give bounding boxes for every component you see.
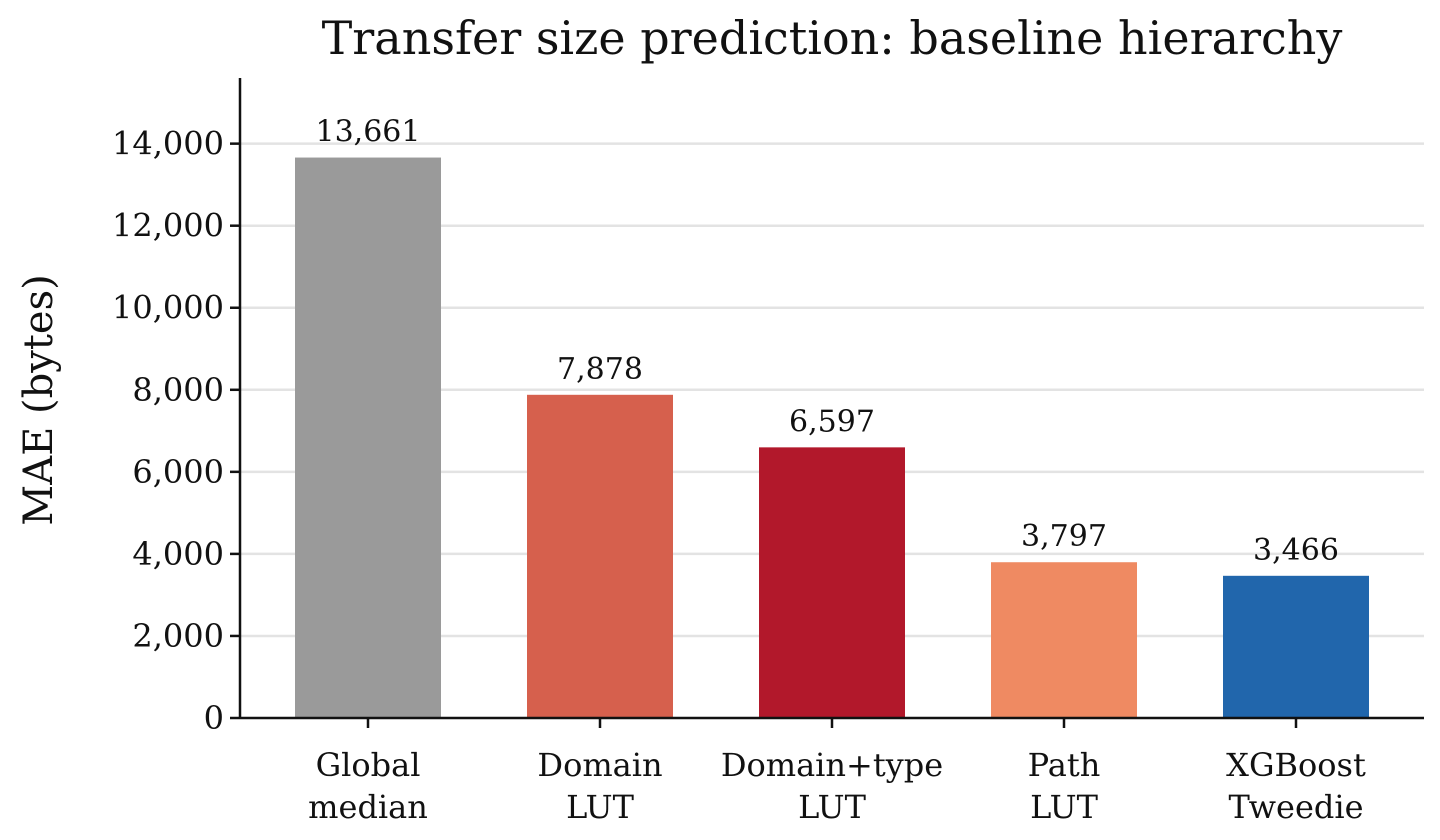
x-tick-label: median — [308, 788, 428, 826]
y-tick-label: 10,000 — [112, 289, 224, 327]
x-tick-label: LUT — [1030, 788, 1098, 826]
bar — [991, 562, 1137, 718]
y-tick-label: 4,000 — [132, 535, 224, 573]
chart-title: Transfer size prediction: baseline hiera… — [322, 11, 1343, 65]
bar-value-label: 6,597 — [789, 404, 875, 439]
bar — [1223, 575, 1369, 718]
y-tick-label: 12,000 — [112, 207, 224, 245]
y-tick-label: 8,000 — [132, 371, 224, 409]
x-tick-label: Tweedie — [1228, 788, 1363, 826]
labels: 0 2,000 4,000 6,000 8,000 10,000 12,000 14,000 1… — [112, 115, 1366, 826]
y-tick-label: 0 — [204, 699, 224, 737]
x-tick-label: LUT — [566, 788, 634, 826]
bar-value-label: 7,878 — [557, 352, 643, 387]
bar-value-label: 3,797 — [1021, 519, 1107, 554]
axes — [230, 78, 1424, 728]
bar — [759, 447, 905, 718]
y-tick-label: 6,000 — [132, 453, 224, 491]
bar-value-label: 3,466 — [1253, 533, 1339, 568]
x-tick-label: LUT — [798, 788, 866, 826]
x-tick-label: Domain+type — [721, 746, 943, 784]
y-tick-label: 2,000 — [132, 617, 224, 655]
x-tick-label: Domain — [537, 746, 662, 784]
bars — [295, 157, 1369, 719]
x-tick-label: Global — [316, 746, 421, 784]
x-tick-label: Path — [1028, 746, 1101, 784]
x-tick-label: XGBoost — [1226, 746, 1366, 784]
bar — [527, 394, 673, 718]
bar — [295, 157, 441, 719]
y-axis-label: MAE (bytes) — [16, 274, 62, 525]
y-tick-label: 14,000 — [112, 125, 224, 163]
bar-value-label: 13,661 — [316, 115, 421, 150]
